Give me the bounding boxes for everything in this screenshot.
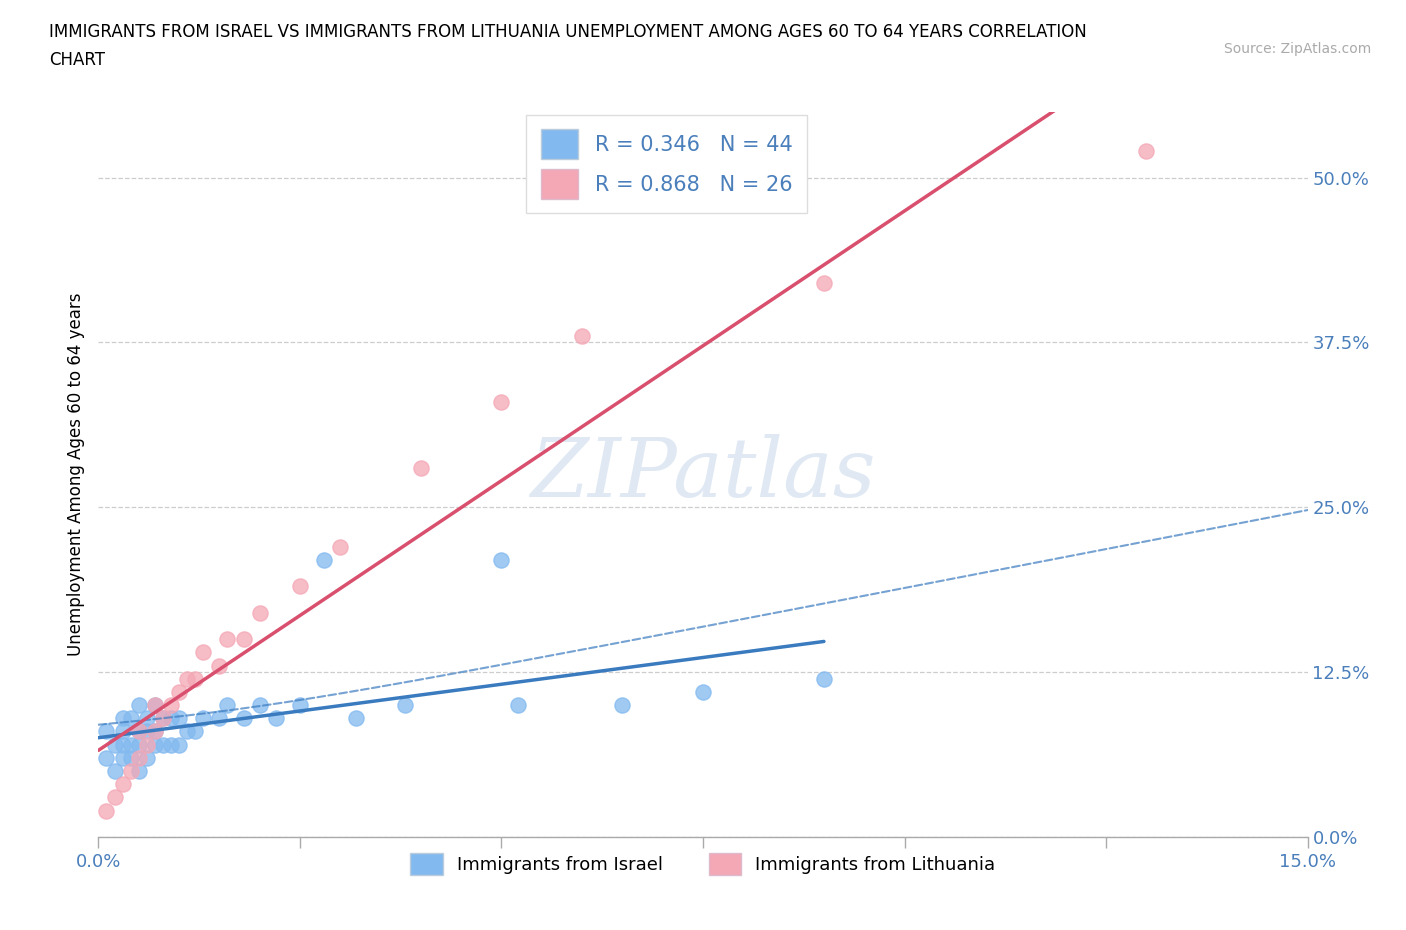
Point [143,698,166,712]
Point [135,711,157,725]
Point [491,394,513,409]
Point [128,737,150,752]
Point [120,711,142,725]
Point [152,711,174,725]
Point [143,724,166,739]
Point [184,724,207,739]
Point [232,631,254,646]
Point [491,552,513,567]
Point [314,552,336,567]
Point [111,711,134,725]
Point [1135,144,1157,159]
Point [612,698,634,712]
Point [143,724,166,739]
Point [176,724,198,739]
Point [111,737,134,752]
Point [288,698,311,712]
Point [111,777,134,791]
Point [208,711,231,725]
Y-axis label: Unemployment Among Ages 60 to 64 years: Unemployment Among Ages 60 to 64 years [66,293,84,656]
Point [135,737,157,752]
Text: Source: ZipAtlas.com: Source: ZipAtlas.com [1223,42,1371,56]
Point [571,328,593,343]
Point [128,724,150,739]
Point [103,790,125,804]
Point [217,698,239,712]
Point [232,711,254,725]
Point [111,751,134,765]
Point [193,711,215,725]
Point [160,711,183,725]
Point [344,711,367,725]
Point [160,737,183,752]
Point [135,724,157,739]
Point [120,737,142,752]
Point [692,684,714,699]
Point [152,711,174,725]
Point [128,698,150,712]
Point [813,671,835,686]
Point [176,671,198,686]
Point [128,724,150,739]
Point [288,579,311,594]
Point [120,764,142,778]
Point [96,804,118,818]
Point [103,764,125,778]
Point [409,460,432,475]
Point [120,751,142,765]
Legend: Immigrants from Israel, Immigrants from Lithuania: Immigrants from Israel, Immigrants from … [404,846,1002,883]
Point [813,275,835,290]
Point [111,724,134,739]
Text: ZIPatlas: ZIPatlas [530,434,876,514]
Text: CHART: CHART [49,51,105,69]
Point [184,671,207,686]
Point [128,751,150,765]
Point [167,711,190,725]
Point [96,751,118,765]
Point [329,539,352,554]
Point [249,605,271,620]
Point [143,737,166,752]
Point [143,698,166,712]
Point [160,698,183,712]
Point [394,698,416,712]
Point [167,737,190,752]
Point [193,644,215,659]
Point [96,724,118,739]
Point [264,711,287,725]
Point [135,751,157,765]
Point [506,698,529,712]
Point [152,737,174,752]
Point [128,764,150,778]
Point [208,658,231,673]
Point [167,684,190,699]
Text: IMMIGRANTS FROM ISRAEL VS IMMIGRANTS FROM LITHUANIA UNEMPLOYMENT AMONG AGES 60 T: IMMIGRANTS FROM ISRAEL VS IMMIGRANTS FRO… [49,23,1087,41]
Point [217,631,239,646]
Point [249,698,271,712]
Point [103,737,125,752]
